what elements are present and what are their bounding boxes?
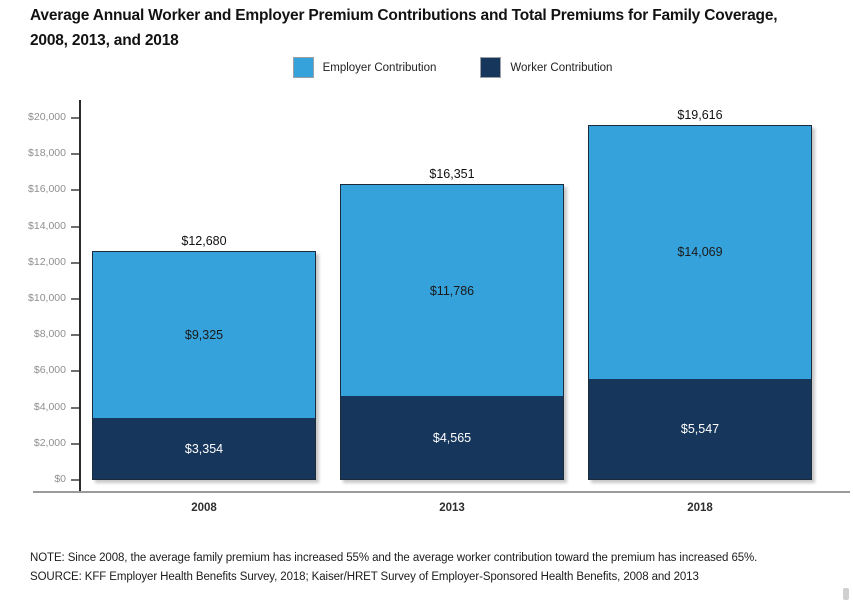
employer-segment-2008: $9,325 [93, 251, 315, 419]
y-tick-mark [71, 298, 79, 300]
y-tick-mark [71, 406, 79, 409]
y-tick-label: $10,000 [28, 292, 66, 304]
y-tick-mark [71, 225, 79, 228]
employer-segment-2018: $14,069 [589, 125, 811, 379]
bar-2008: $12,680 $9,325 $3,354 [92, 234, 316, 480]
employer-swatch-icon [292, 57, 314, 78]
y-tick-mark [71, 479, 79, 481]
legend-item-worker: Worker Contribution [480, 57, 612, 78]
source-text: SOURCE: KFF Employer Health Benefits Sur… [30, 570, 699, 583]
y-tick-mark [71, 153, 79, 156]
x-tick-label-2013: 2013 [439, 502, 465, 514]
footnotes: NOTE: Since 2008, the average family pre… [30, 549, 830, 586]
worker-swatch-icon [480, 57, 502, 78]
chart-title: Average Annual Worker and Employer Premi… [30, 7, 778, 49]
legend: Employer Contribution Worker Contributio… [26, 57, 853, 78]
total-label-2008: $12,680 [181, 233, 227, 248]
y-tick-mark [71, 370, 79, 373]
y-tick-label: $0 [54, 473, 66, 485]
x-axis-line [33, 491, 850, 493]
legend-label-employer: Employer Contribution [322, 61, 437, 74]
y-tick-label: $20,000 [28, 111, 66, 123]
legend-item-employer: Employer Contribution [292, 57, 437, 78]
worker-segment-2008: $3,354 [93, 418, 315, 479]
y-tick-mark [71, 261, 79, 264]
y-tick-label: $8,000 [33, 328, 66, 341]
y-tick-label: $14,000 [28, 219, 66, 232]
note-text: NOTE: Since 2008, the average family pre… [30, 552, 758, 564]
x-tick-label-2008: 2008 [191, 502, 217, 514]
y-tick-label: $4,000 [33, 400, 66, 413]
y-tick-label: $18,000 [28, 147, 66, 160]
y-tick-mark [71, 117, 79, 119]
y-tick-label: $12,000 [28, 255, 66, 268]
chart-area: $0 $2,000 $4,000 $6,000 $8,000 $10,000 $12,000… [0, 100, 853, 530]
y-tick-mark [71, 334, 79, 337]
total-label-2018: $19,616 [677, 107, 723, 122]
scrollbar-thumb[interactable] [843, 588, 849, 600]
y-tick-mark [71, 189, 79, 192]
total-label-2013: $16,351 [429, 167, 475, 182]
y-tick-label: $16,000 [28, 183, 66, 196]
worker-segment-2013: $4,565 [341, 396, 563, 479]
x-tick-label-2018: 2018 [687, 502, 713, 514]
y-tick-label: $6,000 [33, 364, 66, 377]
bar-2018: $19,616 $14,069 $5,547 [588, 108, 812, 480]
y-tick-label: $2,000 [33, 436, 66, 449]
worker-segment-2018: $5,547 [589, 378, 811, 479]
legend-label-worker: Worker Contribution [510, 61, 613, 74]
bar-2013: $16,351 $11,786 $4,565 [340, 167, 564, 480]
y-tick-mark [71, 442, 79, 445]
y-axis-line [79, 100, 81, 492]
employer-segment-2013: $11,786 [341, 185, 563, 397]
